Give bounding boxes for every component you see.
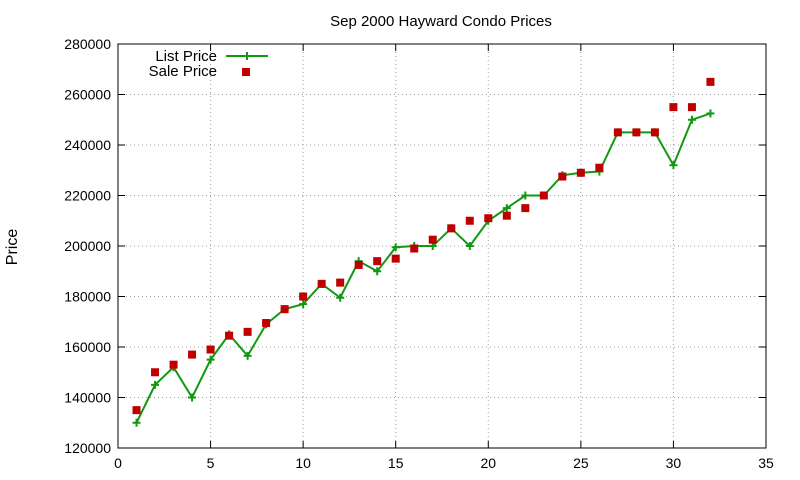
x-tick-label: 5: [207, 455, 215, 471]
list-price-point: [373, 267, 382, 276]
grid: [118, 44, 766, 448]
sale-price-point: [613, 128, 622, 137]
legend-label-sale-price: Sale Price: [149, 63, 217, 80]
x-tick-label: 20: [480, 455, 496, 471]
x-tick-label: 15: [388, 455, 404, 471]
list-price-point: [706, 109, 715, 118]
sale-price-point: [354, 260, 363, 269]
y-axis-label: Price: [4, 229, 21, 266]
y-tick-label: 240000: [64, 137, 111, 153]
sale-price-point: [465, 216, 474, 225]
sale-price-point: [447, 224, 456, 233]
legend-marker-sale-price: [242, 68, 250, 76]
list-price-point: [206, 355, 215, 364]
sale-price-point: [262, 319, 271, 328]
sale-price-point: [188, 350, 197, 359]
sale-price-point: [206, 345, 215, 354]
sale-price-point: [632, 128, 641, 137]
sale-price-point: [576, 168, 585, 177]
sale-price-point: [521, 204, 530, 213]
sale-price-point: [373, 257, 382, 266]
sale-price-point: [410, 244, 419, 253]
list-price-point: [132, 418, 141, 427]
sale-price-point: [280, 305, 289, 314]
x-tick-label: 10: [295, 455, 311, 471]
sale-price-point: [391, 254, 400, 263]
sale-price-point: [558, 172, 567, 181]
list-price-point: [336, 293, 345, 302]
sale-price-point: [151, 368, 160, 377]
x-tick-label: 0: [114, 455, 122, 471]
y-tick-label: 160000: [64, 339, 111, 355]
sale-price-point: [669, 103, 678, 112]
sale-price-point: [687, 103, 696, 112]
sale-price-point: [502, 211, 511, 220]
sale-price-point: [299, 292, 308, 301]
sale-price-point: [539, 191, 548, 200]
sale-price-point: [428, 235, 437, 244]
y-tick-label: 280000: [64, 36, 111, 52]
axis-ticks: 0 5 10 15 20 25 30 35 120000 140000 160000 180000 20…: [64, 36, 774, 471]
list-price-point: [391, 243, 400, 252]
sale-price-point: [706, 77, 715, 86]
list-price-point: [188, 393, 197, 402]
list-price-point: [243, 351, 252, 360]
x-tick-label: 25: [573, 455, 589, 471]
sale-price-point: [484, 214, 493, 223]
sale-price-point: [317, 279, 326, 288]
chart-title: Sep 2000 Hayward Condo Prices: [330, 13, 552, 30]
y-tick-label: 180000: [64, 289, 111, 305]
list-price-point: [521, 191, 530, 200]
list-price-point: [299, 300, 308, 309]
sale-price-point: [243, 327, 252, 336]
sale-price-point: [225, 331, 234, 340]
list-price-point: [465, 242, 474, 250]
legend-label-list-price: List Price: [155, 48, 217, 65]
sale-price-point: [595, 163, 604, 172]
sale-price-point: [336, 278, 345, 287]
sale-price-point: [132, 406, 141, 415]
list-price-line: [135, 112, 711, 424]
y-tick-label: 120000: [64, 440, 111, 456]
x-tick-label: 30: [666, 455, 682, 471]
y-tick-label: 140000: [64, 390, 111, 406]
list-price-point: [502, 204, 511, 213]
x-tick-label: 35: [758, 455, 774, 471]
list-price-point: [669, 161, 678, 170]
sale-price-point: [169, 360, 178, 369]
series-layer: [132, 77, 715, 427]
y-tick-label: 260000: [64, 87, 111, 103]
y-tick-label: 200000: [64, 238, 111, 254]
list-price-point: [151, 380, 160, 389]
sale-price-point: [650, 128, 659, 137]
y-tick-label: 220000: [64, 188, 111, 204]
legend-marker-list-price: [243, 52, 251, 60]
list-price-point: [687, 115, 696, 124]
